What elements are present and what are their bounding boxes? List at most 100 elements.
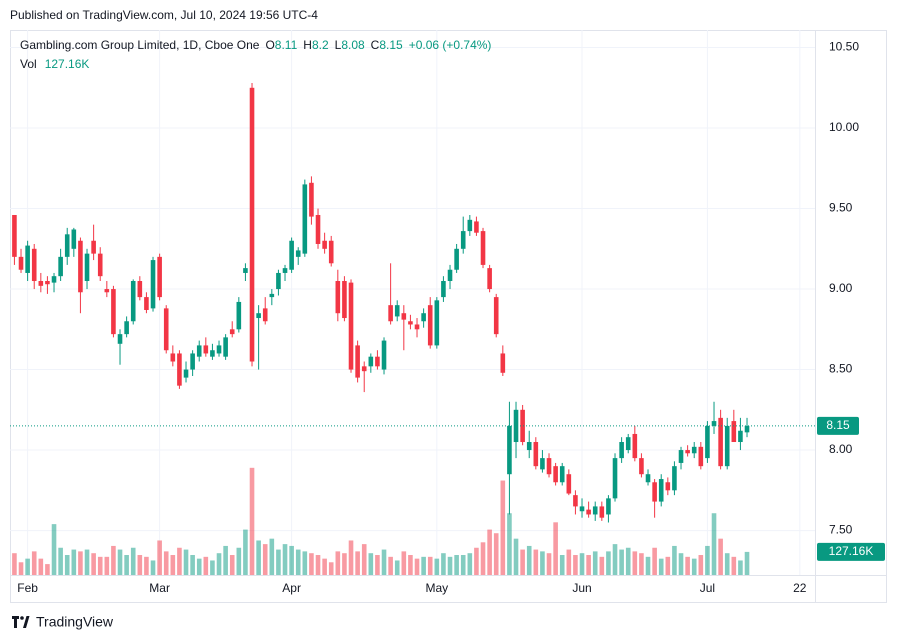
volume-bar: [665, 556, 671, 575]
volume-bar: [309, 553, 314, 575]
volume-bar: [38, 558, 44, 575]
volume-bar: [236, 547, 242, 575]
y-tick-label: 10.50: [829, 40, 859, 54]
volume-bar: [124, 555, 129, 575]
candle-body: [526, 442, 532, 451]
candle-body: [533, 442, 539, 467]
candle-body: [394, 305, 400, 317]
volume-bar: [355, 551, 360, 575]
candle-body: [361, 366, 367, 372]
candle-body: [150, 260, 156, 309]
volume-bar: [295, 549, 301, 575]
volume-bar: [612, 544, 618, 575]
candle-body: [144, 297, 149, 310]
candle-body: [599, 506, 605, 518]
candle-body: [196, 345, 202, 357]
candle-body: [137, 281, 143, 298]
volume-bar: [229, 555, 235, 575]
volume-bar: [454, 555, 459, 575]
candle-body: [51, 276, 57, 283]
volume-bar: [632, 551, 638, 575]
volume-bar: [625, 547, 631, 575]
volume-bar: [573, 555, 578, 575]
candle-body: [632, 433, 638, 459]
candle-body: [91, 240, 96, 254]
candle-body: [388, 305, 393, 322]
candle-body: [295, 250, 301, 257]
legend-h: H: [303, 38, 312, 52]
y-tick-label: 8.00: [829, 442, 853, 456]
candle-body: [302, 184, 308, 254]
candle-body: [645, 474, 651, 483]
candle-body: [170, 353, 176, 362]
volume-bar: [691, 558, 697, 575]
candle-body: [731, 421, 737, 443]
volume-bar: [718, 538, 723, 575]
candle-body: [31, 248, 37, 282]
volume-bar: [342, 553, 347, 575]
volume-bar: [639, 553, 644, 575]
legend-h-value: 8.2: [312, 38, 329, 52]
x-tick-label: Jun: [572, 581, 591, 595]
volume-bar: [493, 533, 499, 575]
candle-body: [236, 301, 242, 330]
volume-bar: [315, 555, 321, 575]
volume-bar: [361, 544, 367, 575]
legend-volume-value: 127.16K: [45, 57, 90, 71]
candle-body: [427, 305, 433, 346]
volume-bar: [394, 560, 400, 575]
candle-body: [625, 437, 631, 451]
legend-volume: Vol 127.16K: [20, 57, 89, 71]
chart-frame: [10, 30, 887, 603]
candle-body: [474, 221, 479, 233]
volume-layer: [12, 467, 750, 575]
volume-bar: [348, 540, 354, 575]
volume-bar: [210, 560, 215, 575]
candle-body: [269, 293, 275, 298]
candle-body: [223, 337, 228, 357]
candle-body: [652, 482, 657, 502]
candle-body: [513, 409, 519, 443]
volume-bar: [249, 467, 255, 575]
volume-bar: [203, 556, 209, 575]
candle-body: [500, 353, 506, 373]
volume-bar: [157, 540, 162, 575]
candle-body: [229, 329, 235, 335]
volume-bar: [388, 556, 393, 575]
footer-logo: [12, 616, 30, 628]
volume-bar: [302, 551, 308, 575]
volume-bar: [731, 556, 737, 575]
candle-body: [592, 506, 598, 515]
volume-bar: [196, 558, 202, 575]
volume-bar: [474, 547, 479, 575]
legend-o: O: [265, 38, 274, 52]
candle-body: [25, 245, 30, 273]
candle-body: [243, 268, 248, 273]
y-tick-label: 7.50: [829, 523, 853, 537]
candle-body: [256, 313, 261, 319]
candle-body: [18, 256, 24, 270]
x-tick-label: Feb: [17, 581, 38, 595]
candle-body: [177, 353, 182, 386]
candle-body: [368, 356, 374, 367]
last-volume-badge: [817, 542, 885, 561]
candle-body: [724, 425, 730, 467]
volume-bar: [177, 547, 182, 575]
volume-bar: [566, 549, 572, 575]
legend-l-value: 8.08: [341, 38, 365, 52]
footer-brand: TradingView: [36, 614, 114, 630]
volume-bar: [533, 549, 539, 575]
volume-bar: [658, 558, 664, 575]
candle-body: [698, 446, 704, 467]
candle-body: [414, 324, 420, 330]
y-tick-label: 9.50: [829, 201, 853, 215]
candle-body: [64, 234, 70, 257]
candle-body: [262, 308, 268, 322]
volume-bar: [25, 558, 30, 575]
y-tick-label: 8.50: [829, 362, 853, 376]
y-tick-label: 9.00: [829, 281, 853, 295]
volume-bar: [487, 529, 492, 575]
volume-bar: [276, 549, 281, 575]
volume-bar: [368, 553, 374, 575]
